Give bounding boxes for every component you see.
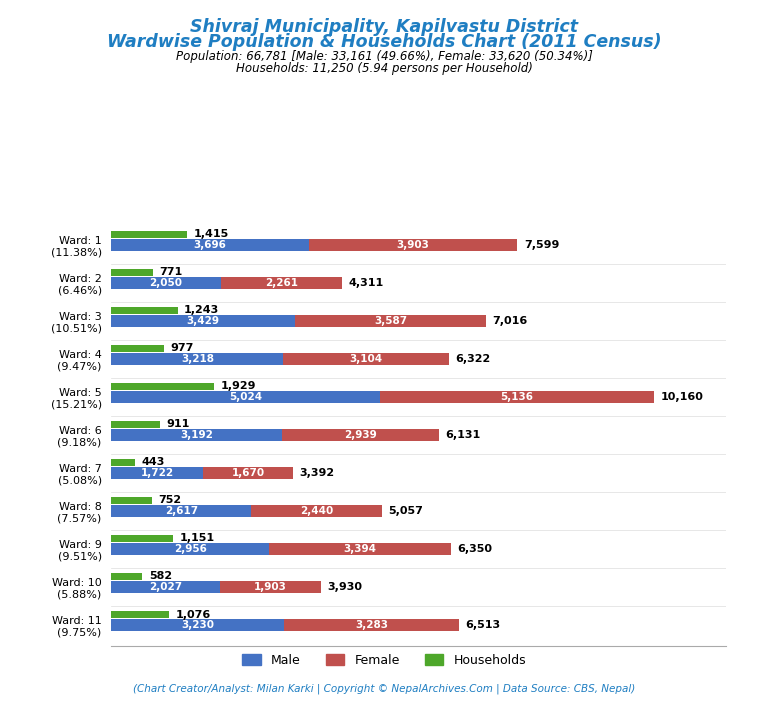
Bar: [111, 277, 221, 288]
Text: 2,440: 2,440: [300, 506, 333, 516]
Text: 3,392: 3,392: [299, 468, 334, 478]
Text: 5,136: 5,136: [501, 392, 534, 402]
Text: 2,261: 2,261: [265, 278, 298, 288]
Text: (Chart Creator/Analyst: Milan Karki | Copyright © NepalArchives.Com | Data Sourc: (Chart Creator/Analyst: Milan Karki | Co…: [133, 684, 635, 694]
Text: 7,016: 7,016: [492, 316, 528, 326]
Bar: [111, 391, 379, 403]
Bar: [111, 307, 177, 314]
Text: 1,151: 1,151: [179, 533, 214, 543]
Bar: [251, 506, 382, 517]
Text: 3,283: 3,283: [355, 620, 388, 630]
Bar: [111, 535, 173, 542]
Text: 6,322: 6,322: [455, 354, 491, 364]
Text: 6,513: 6,513: [465, 620, 501, 630]
Text: 2,617: 2,617: [164, 506, 198, 516]
Text: 1,243: 1,243: [184, 305, 220, 315]
Text: Households: 11,250 (5.94 persons per Household): Households: 11,250 (5.94 persons per Hou…: [236, 62, 532, 75]
Bar: [111, 269, 153, 275]
Bar: [270, 543, 451, 555]
Bar: [379, 391, 654, 403]
Text: 1,670: 1,670: [231, 468, 264, 478]
Text: 3,429: 3,429: [187, 316, 220, 326]
Bar: [111, 619, 284, 631]
Text: 2,050: 2,050: [150, 278, 183, 288]
Bar: [111, 506, 251, 517]
Text: 1,929: 1,929: [221, 381, 257, 391]
Text: 3,218: 3,218: [180, 354, 214, 364]
Bar: [111, 354, 283, 365]
Text: 977: 977: [170, 343, 194, 354]
Text: Population: 66,781 [Male: 33,161 (49.66%), Female: 33,620 (50.34%)]: Population: 66,781 [Male: 33,161 (49.66%…: [176, 50, 592, 62]
Text: 4,311: 4,311: [348, 278, 383, 288]
Text: 3,230: 3,230: [181, 620, 214, 630]
Text: 6,350: 6,350: [457, 544, 492, 554]
Text: 582: 582: [149, 572, 172, 581]
Text: 911: 911: [167, 420, 190, 430]
Text: 5,024: 5,024: [229, 392, 262, 402]
Text: 752: 752: [158, 496, 181, 506]
Text: 2,939: 2,939: [344, 430, 377, 440]
Legend: Male, Female, Households: Male, Female, Households: [237, 649, 531, 672]
Bar: [204, 467, 293, 479]
Bar: [111, 581, 220, 593]
Text: 3,930: 3,930: [328, 582, 362, 592]
Text: 1,076: 1,076: [175, 609, 210, 620]
Text: 3,394: 3,394: [343, 544, 376, 554]
Text: 3,192: 3,192: [180, 430, 213, 440]
Bar: [283, 354, 449, 365]
Bar: [282, 430, 439, 441]
Bar: [309, 239, 518, 251]
Text: 443: 443: [141, 457, 165, 467]
Text: 1,415: 1,415: [194, 229, 229, 239]
Bar: [111, 467, 204, 479]
Bar: [111, 315, 295, 327]
Text: 3,696: 3,696: [194, 240, 227, 250]
Text: 5,057: 5,057: [388, 506, 423, 516]
Bar: [111, 459, 135, 466]
Text: 6,131: 6,131: [445, 430, 481, 440]
Bar: [111, 239, 309, 251]
Text: Wardwise Population & Households Chart (2011 Census): Wardwise Population & Households Chart (…: [107, 33, 661, 50]
Text: 2,956: 2,956: [174, 544, 207, 554]
Bar: [111, 430, 282, 441]
Text: 10,160: 10,160: [660, 392, 703, 402]
Text: 2,027: 2,027: [149, 582, 182, 592]
Text: 3,903: 3,903: [396, 240, 429, 250]
Bar: [111, 345, 164, 351]
Text: 771: 771: [159, 267, 182, 277]
Text: 3,587: 3,587: [374, 316, 407, 326]
Bar: [111, 231, 187, 238]
Text: Shivraj Municipality, Kapilvastu District: Shivraj Municipality, Kapilvastu Distric…: [190, 18, 578, 36]
Text: 1,903: 1,903: [254, 582, 287, 592]
Bar: [111, 497, 151, 504]
Bar: [111, 543, 270, 555]
Text: 3,104: 3,104: [349, 354, 382, 364]
Text: 1,722: 1,722: [141, 468, 174, 478]
Bar: [221, 277, 342, 288]
Bar: [284, 619, 459, 631]
Bar: [295, 315, 486, 327]
Bar: [220, 581, 321, 593]
Bar: [111, 573, 142, 580]
Bar: [111, 421, 160, 427]
Text: 7,599: 7,599: [524, 240, 559, 250]
Bar: [111, 611, 169, 618]
Bar: [111, 383, 214, 390]
